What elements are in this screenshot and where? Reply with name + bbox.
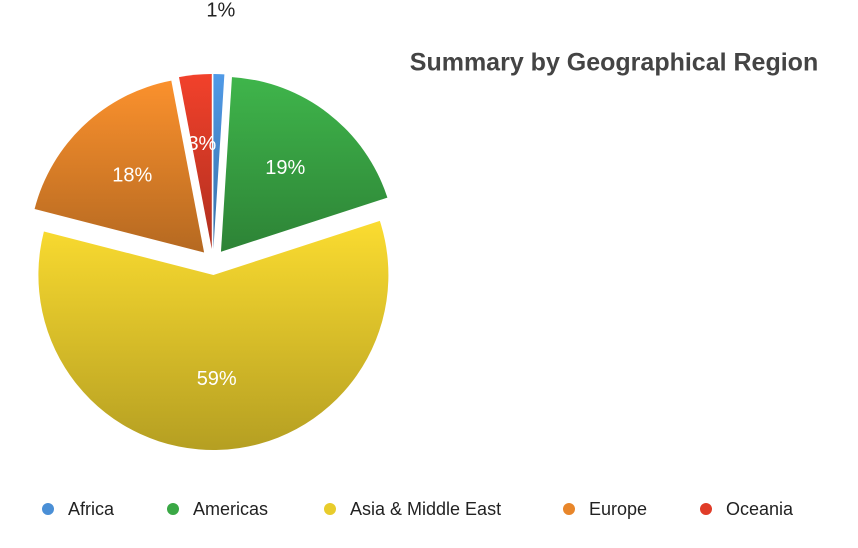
data-label: 59% <box>197 368 237 390</box>
pie-slice <box>213 74 225 250</box>
data-label: 19% <box>265 157 305 179</box>
legend-marker <box>167 503 179 515</box>
legend-marker <box>42 503 54 515</box>
data-label: 1% <box>206 0 235 21</box>
pie-slice <box>220 77 388 252</box>
legend-label: Americas <box>193 499 268 519</box>
pie-slice <box>178 74 212 250</box>
data-label: 3% <box>187 133 216 155</box>
pie-slice <box>38 220 389 450</box>
legend-marker <box>324 503 336 515</box>
legend-label: Africa <box>68 499 115 519</box>
legend-marker <box>700 503 712 515</box>
data-label: 18% <box>112 164 152 186</box>
legend-label: Oceania <box>726 499 794 519</box>
legend-label: Asia & Middle East <box>350 499 501 519</box>
legend-label: Europe <box>589 499 647 519</box>
chart-title: Summary by Geographical Region <box>410 49 818 77</box>
pie-slice <box>34 80 205 253</box>
legend-marker <box>563 503 575 515</box>
